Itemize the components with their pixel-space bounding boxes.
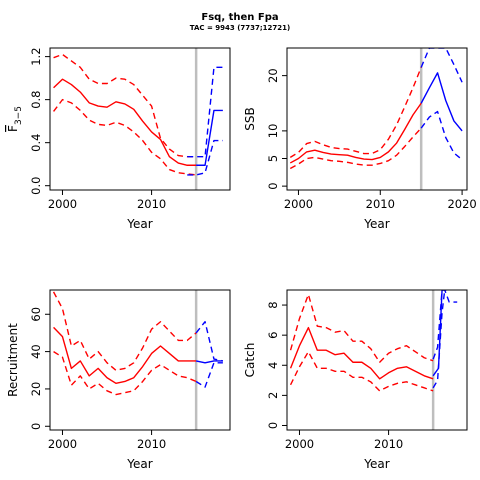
series-proj_upper-line: [420, 48, 463, 83]
figure-subtitle: TAC = 9943 (7737;12721): [190, 24, 290, 32]
series-hist_lower-line: [53, 98, 197, 176]
y-tick-label: 0.0: [29, 177, 43, 195]
plot-frame: [286, 47, 468, 191]
series-hist-line: [53, 78, 197, 166]
x-tick-label: 2020: [447, 197, 476, 211]
series-hist-line: [289, 326, 434, 380]
y-tick-label: 0.8: [29, 90, 43, 108]
x-tick-label: 2010: [137, 437, 166, 451]
plot-frame: [49, 289, 231, 431]
x-tick-label: 2000: [285, 437, 314, 451]
ssb-panel: 2000 2010 2020 0 5 10 20 Year SSB: [243, 47, 477, 231]
y-axis-label: Recruitment: [6, 323, 20, 397]
figure-title: Fsq, then Fpa: [201, 12, 278, 23]
fbar-panel: 2000 2010 0.0 0.4 0.8 1.2 Year F3−5: [6, 47, 231, 231]
y-tick-label: 0: [29, 423, 43, 430]
x-axis-label: Year: [126, 217, 152, 231]
x-tick-label: 2010: [366, 197, 395, 211]
series-hist_lower-line: [289, 127, 422, 170]
y-tick-label: 60: [29, 307, 43, 322]
y-tick-label: 0: [266, 182, 280, 189]
recruitment-panel: 2000 2010 0 20 40 60 Year Recruitment: [6, 289, 231, 471]
x-axis-label: Year: [363, 457, 389, 471]
y-axis-label-main: F: [6, 125, 20, 132]
x-tick-label: 2010: [137, 197, 166, 211]
y-axis-label: Catch: [243, 343, 257, 378]
y-tick-label: 0.4: [29, 134, 43, 152]
plot-frame: [49, 47, 231, 191]
series-proj_upper-line: [195, 321, 224, 362]
x-axis-label: Year: [363, 217, 389, 231]
y-tick-label: 20: [266, 68, 280, 83]
y-tick-label: 0: [266, 422, 280, 429]
y-tick-label: 5: [266, 155, 280, 162]
series-proj-line: [195, 360, 223, 364]
y-tick-label: 1.2: [29, 47, 43, 65]
y-tick-label: 40: [29, 344, 43, 359]
series-proj-line: [196, 109, 223, 166]
series-hist_lower-line: [53, 351, 197, 396]
series-proj_lower-line: [420, 110, 463, 161]
series-proj_upper-line: [187, 66, 223, 158]
y-axis-label-subscript: 3−5: [14, 106, 24, 125]
series-proj-line: [432, 290, 447, 377]
series-proj_lower-line: [432, 290, 446, 389]
y-tick-label: 2: [266, 392, 280, 399]
series-group: [53, 53, 223, 176]
series-hist-line: [289, 102, 422, 164]
x-tick-label: 2000: [284, 197, 313, 211]
series-proj_upper-line: [432, 290, 458, 360]
y-tick-label: 4: [266, 362, 280, 369]
y-tick-label: 20: [29, 382, 43, 397]
y-tick-label: 10: [266, 124, 280, 139]
y-tick-label: 8: [266, 301, 280, 308]
series-proj_lower-line: [195, 362, 223, 388]
series-group: [289, 290, 458, 392]
series-proj_lower-line: [187, 139, 223, 176]
series-group: [289, 48, 463, 170]
plot-frame: [286, 289, 468, 431]
series-hist_upper-line: [53, 53, 197, 158]
x-tick-label: 2000: [48, 437, 77, 451]
y-tick-label: 6: [266, 331, 280, 338]
series-proj-line: [420, 72, 463, 132]
series-hist_upper-line: [289, 67, 422, 158]
y-axis-label: SSB: [243, 107, 257, 130]
x-axis-label: Year: [126, 457, 152, 471]
x-tick-label: 2010: [374, 437, 403, 451]
series-hist-line: [53, 326, 197, 385]
catch-panel: 2000 2010 0 2 4 6 8 Year Catch: [243, 289, 468, 471]
series-hist_lower-line: [289, 351, 434, 392]
y-axis-label: F3−5: [6, 106, 24, 132]
series-hist_upper-line: [289, 293, 434, 363]
x-tick-label: 2000: [48, 197, 77, 211]
series-hist_upper-line: [52, 291, 197, 371]
series-group: [52, 291, 224, 396]
